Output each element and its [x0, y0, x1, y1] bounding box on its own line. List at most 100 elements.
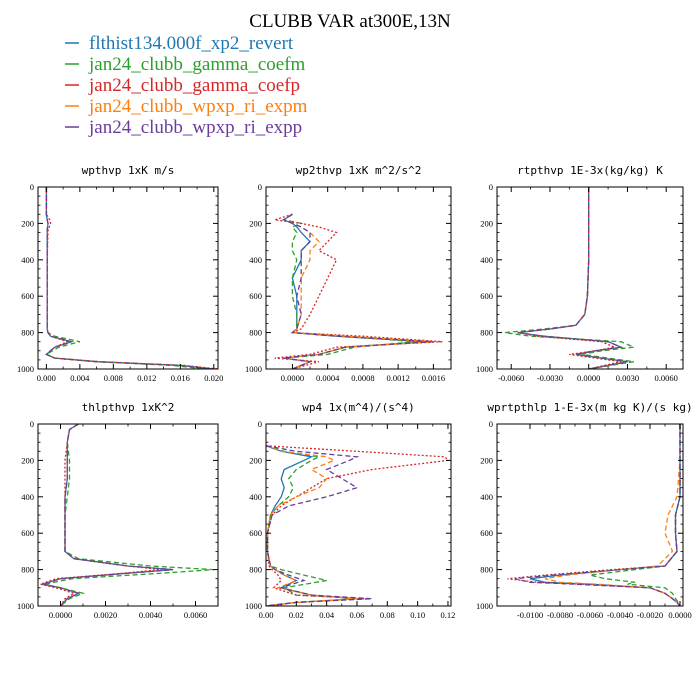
panel: thlpthvp 1xK^2 0 200 400 600 800 1000 0.0000 0.0… — [17, 401, 219, 620]
x-tick-label: 0.0000 — [668, 610, 691, 620]
series-group — [266, 445, 450, 606]
x-tick-label: 0.0000 — [577, 373, 600, 383]
y-tick-label: 800 — [21, 328, 34, 338]
series-line — [517, 187, 622, 369]
x-tick-label: 0.04 — [319, 610, 335, 620]
panel: rtpthvp 1E-3x(kg/kg) K02004006008001000-… — [476, 164, 684, 383]
legend-entry: jan24_clubb_gamma_coefp — [65, 75, 300, 96]
series-line — [45, 187, 214, 369]
series-line — [266, 445, 358, 606]
series-line — [589, 424, 681, 606]
series-line — [42, 424, 174, 606]
x-tick-label: 0.0012 — [386, 373, 409, 383]
x-tick-label: 0.0060 — [184, 610, 207, 620]
y-tick-label: 1000 — [476, 601, 493, 611]
y-tick-label: 400 — [21, 492, 34, 502]
y-tick-label: 0 — [489, 182, 493, 192]
y-tick-label: 1000 — [245, 601, 262, 611]
y-tick-label: 0 — [30, 182, 34, 192]
series-line — [274, 213, 443, 369]
x-tick-label: 0.0000 — [49, 610, 72, 620]
x-tick-label: 0.06 — [350, 610, 365, 620]
y-tick-label: 800 — [249, 328, 262, 338]
figure-title: CLUBB VAR at300E,13N — [249, 11, 451, 32]
x-tick-label: -0.0080 — [547, 610, 573, 620]
y-tick-label: 200 — [249, 218, 262, 228]
series-group — [507, 424, 681, 606]
series-line — [507, 424, 681, 606]
series-group — [274, 213, 443, 369]
series-line — [517, 187, 628, 369]
series-line — [544, 424, 681, 606]
panel-title: wp2thvp 1xK m^2/s^2 — [296, 164, 422, 177]
y-tick-label: 600 — [480, 528, 493, 538]
series-line — [45, 187, 218, 369]
y-tick-label: 0 — [30, 419, 34, 429]
x-tick-label: -0.0030 — [537, 373, 563, 383]
legend-entry: jan24_clubb_gamma_coefm — [65, 54, 306, 75]
y-tick-label: 1000 — [476, 364, 493, 374]
y-tick-label: 200 — [21, 455, 34, 465]
panel-title: thlpthvp 1xK^2 — [82, 401, 175, 414]
x-tick-label: 0.000 — [37, 373, 56, 383]
x-tick-label: 0.012 — [137, 373, 156, 383]
y-tick-label: 0 — [489, 419, 493, 429]
series-line — [266, 445, 450, 606]
y-tick-label: 600 — [249, 291, 262, 301]
y-tick-label: 800 — [21, 565, 34, 575]
x-tick-label: 0.0040 — [139, 610, 162, 620]
x-tick-label: -0.0060 — [498, 373, 524, 383]
series-line — [282, 213, 434, 369]
series-group — [38, 424, 214, 606]
x-tick-label: 0.02 — [289, 610, 304, 620]
series-line — [514, 424, 681, 606]
legend-label: jan24_clubb_gamma_coefm — [88, 54, 306, 75]
y-tick-label: 600 — [480, 291, 493, 301]
plot-frame — [37, 186, 219, 370]
x-tick-label: -0.0040 — [607, 610, 633, 620]
panel-title: wpthvp 1xK m/s — [82, 164, 175, 177]
legend-entry: jan24_clubb_wpxp_ri_expm — [65, 96, 308, 117]
y-tick-label: 400 — [21, 255, 34, 265]
series-line — [281, 213, 416, 369]
series-line — [504, 187, 637, 369]
x-tick-label: 0.016 — [171, 373, 190, 383]
series-line — [282, 213, 434, 369]
legend-entry: jan24_clubb_wpxp_ri_expp — [65, 117, 302, 138]
series-line — [38, 424, 162, 606]
y-tick-label: 400 — [480, 492, 493, 502]
legend-entry: flthist134.000f_xp2_revert — [65, 33, 294, 54]
legend: flthist134.000f_xp2_revertjan24_clubb_ga… — [65, 33, 308, 138]
x-tick-label: 0.0008 — [351, 373, 374, 383]
series-line — [44, 424, 214, 606]
series-line — [517, 187, 628, 369]
legend-label: jan24_clubb_gamma_coefp — [88, 75, 300, 96]
x-tick-label: -0.0060 — [577, 610, 603, 620]
y-tick-label: 800 — [249, 565, 262, 575]
y-tick-label: 1000 — [245, 364, 262, 374]
series-line — [517, 187, 628, 369]
y-tick-label: 600 — [21, 528, 34, 538]
plot-frame — [496, 423, 684, 607]
y-tick-label: 800 — [480, 328, 493, 338]
y-tick-label: 0 — [258, 182, 262, 192]
x-tick-label: 0.004 — [70, 373, 90, 383]
x-tick-label: 0.0030 — [616, 373, 639, 383]
y-tick-label: 0 — [258, 419, 262, 429]
series-group — [504, 187, 637, 369]
x-tick-label: 0.10 — [410, 610, 425, 620]
x-tick-label: -0.0020 — [637, 610, 663, 620]
x-tick-label: 0.020 — [204, 373, 223, 383]
y-tick-label: 400 — [480, 255, 493, 265]
y-tick-label: 600 — [249, 528, 262, 538]
panel-title: wp4 1x(m^4)/(s^4) — [302, 401, 415, 414]
x-tick-label: 0.0000 — [281, 373, 304, 383]
series-group — [44, 187, 218, 369]
panel-title: wprtpthlp 1-E-3x(m kg K)/(s kg) — [487, 401, 692, 414]
y-tick-label: 600 — [21, 291, 34, 301]
y-tick-label: 200 — [21, 218, 34, 228]
series-line — [266, 445, 365, 606]
